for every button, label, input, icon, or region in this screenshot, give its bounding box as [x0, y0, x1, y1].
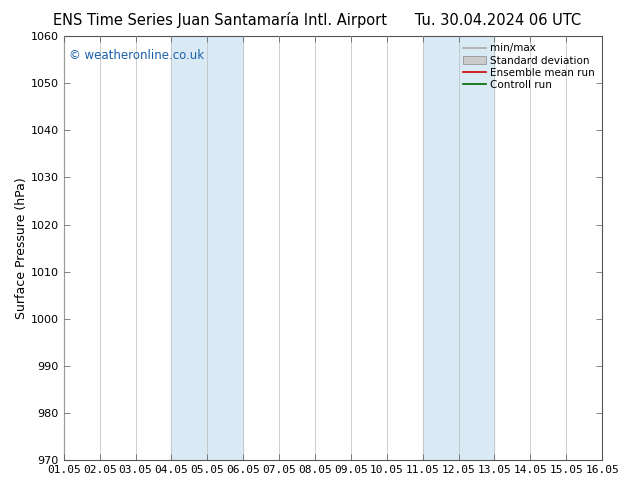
Text: © weatheronline.co.uk: © weatheronline.co.uk [69, 49, 204, 62]
Y-axis label: Surface Pressure (hPa): Surface Pressure (hPa) [15, 177, 28, 319]
Bar [423, 36, 495, 460]
Text: ENS Time Series Juan Santamaría Intl. Airport      Tu. 30.04.2024 06 UTC: ENS Time Series Juan Santamaría Intl. Ai… [53, 12, 581, 28]
Bar [171, 36, 243, 460]
Legend: min/max, Standard deviation, Ensemble mean run, Controll run: min/max, Standard deviation, Ensemble me… [461, 41, 597, 92]
